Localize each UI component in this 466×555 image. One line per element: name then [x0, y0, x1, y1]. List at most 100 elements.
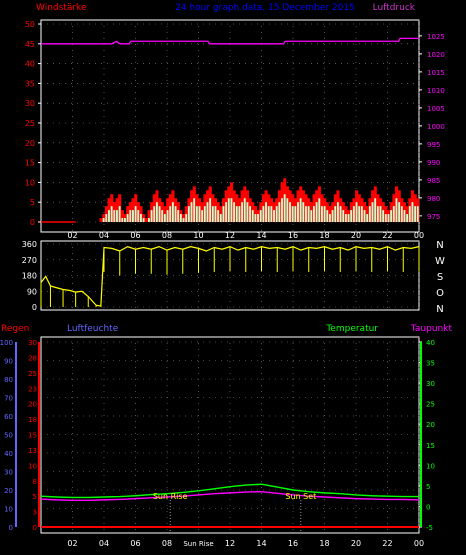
wind-mean-bar — [363, 210, 366, 222]
humidity-tick-label: 50 — [4, 432, 13, 440]
direction-tick-label: 0 — [32, 303, 37, 312]
wind-mean-bar — [238, 206, 241, 222]
wind-mean-bar — [328, 214, 331, 222]
wind-gust-bar — [147, 210, 151, 222]
wind-mean-bar — [326, 210, 329, 222]
time-tick-label: 22 — [382, 231, 392, 240]
wind-tick-label: 15 — [25, 159, 35, 168]
wind-mean-bar — [246, 202, 249, 222]
compass-label: O — [436, 288, 444, 299]
wind-mean-bar — [315, 202, 318, 222]
wind-tick-label: 40 — [25, 60, 35, 69]
pressure-tick-label: 980 — [427, 195, 440, 203]
wind-tick-label: 50 — [25, 20, 35, 29]
wind-mean-bar — [323, 206, 326, 222]
wind-mean-bar — [118, 206, 121, 222]
temperature-tick-label: 0 — [426, 503, 430, 511]
rain-tick-label: 13 — [28, 447, 37, 455]
wind-mean-bar — [227, 198, 230, 222]
pressure-tick-label: 1020 — [427, 51, 445, 59]
wind-mean-bar — [336, 202, 339, 222]
rain-tick-label: 15 — [28, 432, 37, 440]
wind-mean-bar — [230, 198, 233, 222]
wind-mean-bar — [177, 210, 180, 222]
time-tick-label: 04 — [99, 539, 109, 548]
time-tick-label: 00 — [414, 231, 424, 240]
pressure-tick-label: 1010 — [427, 87, 445, 95]
wind-mean-bar — [387, 214, 390, 222]
sun-annotation: Sun Set — [285, 492, 316, 501]
wind-mean-bar — [243, 198, 246, 222]
wind-mean-bar — [390, 210, 393, 222]
rain-tick-label: 0 — [33, 524, 37, 532]
humidity-tick-label: 60 — [4, 413, 13, 421]
wind-mean-bar — [342, 210, 345, 222]
time-tick-label: 20 — [351, 231, 361, 240]
wind-mean-bar — [374, 198, 377, 222]
wind-mean-bar — [193, 198, 196, 222]
wind-tick-label: 5 — [30, 198, 35, 207]
compass-label: S — [437, 272, 443, 283]
pressure-tick-label: 985 — [427, 177, 440, 185]
humidity-tick-label: 40 — [4, 450, 13, 458]
time-tick-label: 04 — [99, 231, 109, 240]
wind-mean-bar — [286, 198, 289, 222]
time-tick-label: 02 — [67, 231, 77, 240]
time-tick-label: 18 — [319, 539, 329, 548]
humidity-tick-label: 100 — [0, 339, 13, 347]
temperature-tick-label: 5 — [426, 483, 430, 491]
rain-tick-label: 8 — [33, 478, 37, 486]
wind-mean-bar — [275, 206, 278, 222]
time-tick-label: 00 — [414, 539, 424, 548]
wind-mean-bar — [179, 214, 182, 222]
time-tick-label: 12 — [225, 231, 235, 240]
humidity-tick-label: 90 — [4, 358, 13, 366]
wind-mean-bar — [126, 214, 129, 222]
temperature-title: Temperatur — [325, 324, 378, 334]
temperature-tick-label: 15 — [426, 442, 435, 450]
wind-tick-label: 10 — [25, 178, 35, 187]
wind-tick-label: 45 — [25, 40, 35, 49]
pressure-tick-label: 1000 — [427, 123, 445, 131]
wind-mean-bar — [155, 202, 158, 222]
wind-mean-bar — [400, 206, 403, 222]
time-tick-label: Sun Rise — [183, 540, 213, 548]
wind-mean-bar — [294, 206, 297, 222]
compass-label: N — [436, 304, 443, 315]
wind-mean-bar — [225, 202, 228, 222]
wind-mean-bar — [161, 210, 164, 222]
wind-mean-bar — [203, 206, 206, 222]
pressure-axis-title: Luftdruck — [373, 3, 416, 13]
pressure-line — [41, 37, 419, 45]
pressure-tick-label: 990 — [427, 159, 440, 167]
wind-mean-bar — [163, 214, 166, 222]
wind-mean-bar — [249, 206, 251, 222]
humidity-tick-label: 10 — [4, 506, 13, 514]
temperature-tick-label: -5 — [426, 524, 433, 532]
wind-mean-bar — [408, 206, 411, 222]
wind-mean-bar — [403, 210, 406, 222]
wind-mean-bar — [190, 202, 193, 222]
humidity-tick-label: 30 — [4, 469, 13, 477]
wind-mean-bar — [344, 214, 347, 222]
wind-mean-bar — [371, 202, 374, 222]
wind-mean-bar — [360, 206, 363, 222]
temperature-tick-label: 30 — [426, 380, 435, 388]
time-tick-label: 08 — [162, 231, 172, 240]
wind-mean-bar — [102, 218, 105, 222]
wind-mean-bar — [299, 198, 302, 222]
wind-mean-bar — [198, 206, 201, 222]
time-tick-label: 14 — [256, 231, 266, 240]
wind-mean-bar — [211, 206, 214, 222]
wind-mean-bar — [201, 210, 204, 222]
wind-mean-bar — [395, 198, 398, 222]
time-tick-label: 06 — [130, 539, 140, 548]
wind-mean-bar — [206, 202, 209, 222]
wind-mean-bar — [132, 210, 134, 222]
wind-mean-bar — [166, 210, 169, 222]
dewpoint-title: Taupunkt — [410, 324, 453, 334]
wind-mean-bar — [297, 202, 299, 222]
time-tick-label: 10 — [193, 231, 203, 240]
wind-axis-title: Windstärke — [36, 3, 87, 13]
compass-label: W — [435, 256, 445, 267]
